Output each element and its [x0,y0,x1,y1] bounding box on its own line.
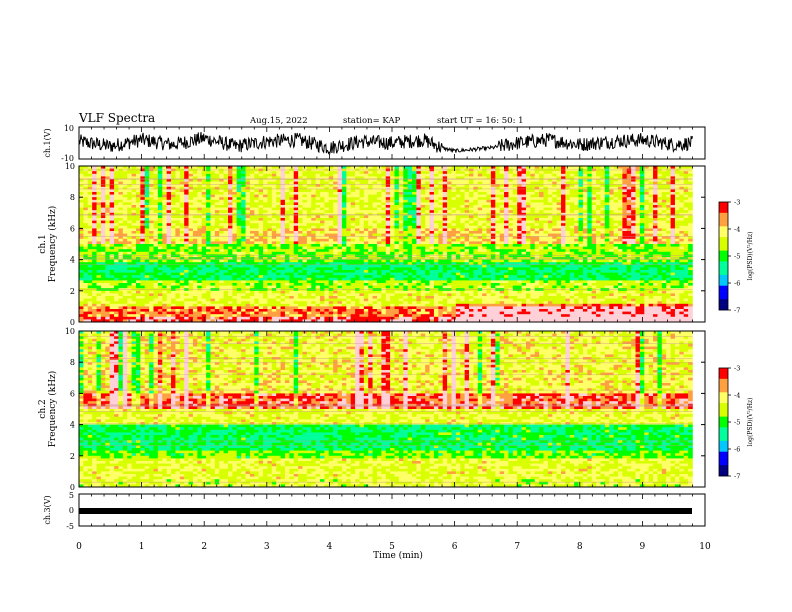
panel-ch1-spectrogram: 0 2 4 6 8 10 ch.1 Frequency (kHz) -3 -4 -5 -6 -7 l… [38,162,754,327]
ch1-channel-label: ch.1 [38,234,48,253]
ch2-spectrogram-yticks: 0 2 4 6 8 10 [65,327,705,492]
ch1-frequency-axis-label: Frequency (kHz) [47,206,58,283]
ch3-waveform-ylabel: ch.3(V) [43,495,52,524]
ch1-spectrogram-yticks: 0 2 4 6 8 10 [65,162,705,327]
x-axis-label: Time (min) [373,550,423,561]
x-axis-ticks [78,127,706,526]
spectrogram-ytick-label: 4 [70,421,75,430]
start-time-label: start UT = 16: 50: 1 [437,116,524,126]
x-tick-label: 9 [640,542,646,552]
ch3-waveform-line [79,508,692,514]
ch1-waveform-line [78,131,693,155]
ch2-frequency-axis-label: Frequency (kHz) [47,371,58,448]
x-tick-label: 1 [139,542,145,552]
x-tick-label: 0 [76,542,82,552]
ch3-ytick-bottom: -5 [66,522,74,531]
panel-ch1-waveform: 10 -10 ch.1(V) [43,124,706,163]
panel-ch3-waveform: 5 0 -5 ch.3(V) [43,491,706,531]
spectrogram-ytick-label: 2 [70,452,75,461]
colorbar-tick-label: -7 [734,307,740,315]
ch2-spectrogram-image [79,331,705,488]
colorbar-tick-label: -4 [734,226,740,234]
spectrogram-ytick-label: 0 [70,483,75,492]
spectrogram-ytick-label: 0 [70,318,75,327]
colorbar-tick-label: -6 [734,280,740,288]
x-tick-label: 3 [264,542,270,552]
ch1-colorbar: -3 -4 -5 -6 -7 log(PSD)(V²/Hz) [718,199,754,315]
spectrogram-ytick-label: 10 [65,162,75,171]
panel-ch2-spectrogram: 0 2 4 6 8 10 ch.2 Frequency (kHz) -3 -4 -5 -6 -7 l… [38,327,754,492]
x-tick-label: 2 [201,542,207,552]
colorbar-label: log(PSD)(V²/Hz) [747,398,754,447]
spectrogram-ytick-label: 6 [70,224,75,233]
x-tick-label: 8 [577,542,583,552]
x-tick-label: 6 [452,542,458,552]
x-tick-label: 5 [389,542,395,552]
colorbar-tick-label: -6 [734,446,740,454]
ch1-spectrogram-image [79,166,705,323]
spectrogram-ytick-label: 8 [70,193,75,202]
figure-title: VLF Spectra [78,111,155,125]
spectrogram-ytick-label: 10 [65,327,75,336]
x-tick-label: 7 [514,542,520,552]
date-label: Aug.15, 2022 [249,116,308,126]
colorbar-tick-label: -5 [734,419,740,427]
ch3-ytick-mid: 0 [69,506,74,515]
station-label: station= KAP [343,116,401,126]
x-axis-tick-labels: 0 1 2 3 4 5 6 7 8 9 10 [76,542,711,552]
colorbar-label: log(PSD)(V²/Hz) [747,232,754,281]
colorbar-tick-label: -3 [734,365,740,373]
ch3-ytick-top: 5 [69,491,74,500]
colorbar-tick-label: -4 [734,392,740,400]
spectrogram-ytick-label: 6 [70,389,75,398]
ch2-colorbar: -3 -4 -5 -6 -7 log(PSD)(V²/Hz) [718,365,754,481]
x-tick-label: 10 [699,542,711,552]
x-tick-label: 4 [327,542,333,552]
colorbar-tick-label: -7 [734,473,740,481]
spectrogram-ytick-label: 2 [70,287,75,296]
colorbar-tick-label: -3 [734,199,740,207]
ch1-waveform-ylabel: ch.1(V) [43,128,52,157]
spectrogram-ytick-label: 8 [70,358,75,367]
ch1-ytick-top: 10 [64,124,74,133]
ch1-ytick-bottom: -10 [61,154,74,163]
ch2-channel-label: ch.2 [38,399,48,418]
colorbar-tick-label: -5 [734,253,740,261]
spectrogram-ytick-label: 4 [70,256,75,265]
